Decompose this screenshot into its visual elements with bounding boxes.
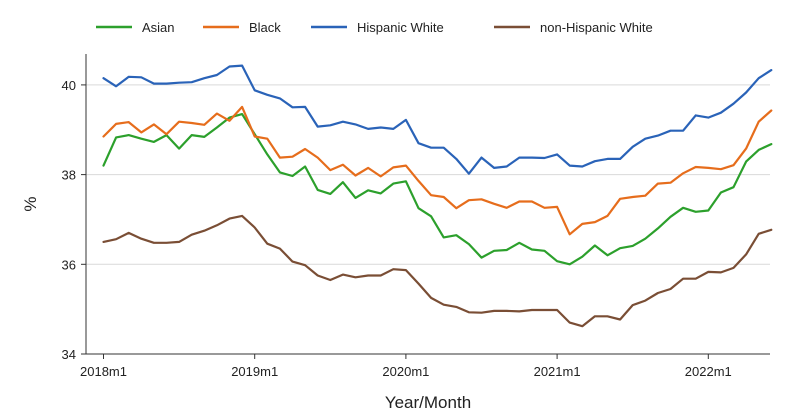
legend-label: Hispanic White — [357, 20, 444, 35]
legend-label: non-Hispanic White — [540, 20, 653, 35]
legend-label: Asian — [142, 20, 175, 35]
y-axis-title: % — [21, 196, 40, 211]
series-line-non-hispanic-white — [102, 214, 773, 328]
axes: 34 36 38 40 2018m1 2019m1 2020m1 2021m1 2022m1 — [62, 54, 770, 379]
y-tick-label: 40 — [62, 78, 76, 93]
x-tick-label: 2020m1 — [382, 364, 429, 379]
series-line-asian — [102, 112, 773, 266]
x-axis-title: Year/Month — [385, 393, 471, 412]
y-tick-label: 38 — [62, 168, 76, 183]
series-line-black — [102, 105, 773, 236]
legend-label: Black — [249, 20, 281, 35]
x-tick-label: 2021m1 — [534, 364, 581, 379]
x-tick-label: 2019m1 — [231, 364, 278, 379]
y-tick-label: 34 — [62, 347, 76, 362]
series-lines — [102, 64, 773, 328]
series-line-hispanic-white — [102, 64, 773, 175]
x-tick-label: 2018m1 — [80, 364, 127, 379]
y-tick-label: 36 — [62, 257, 76, 272]
legend: Asian Black Hispanic White non-Hispanic Whi… — [96, 20, 653, 35]
x-tick-label: 2022m1 — [685, 364, 732, 379]
